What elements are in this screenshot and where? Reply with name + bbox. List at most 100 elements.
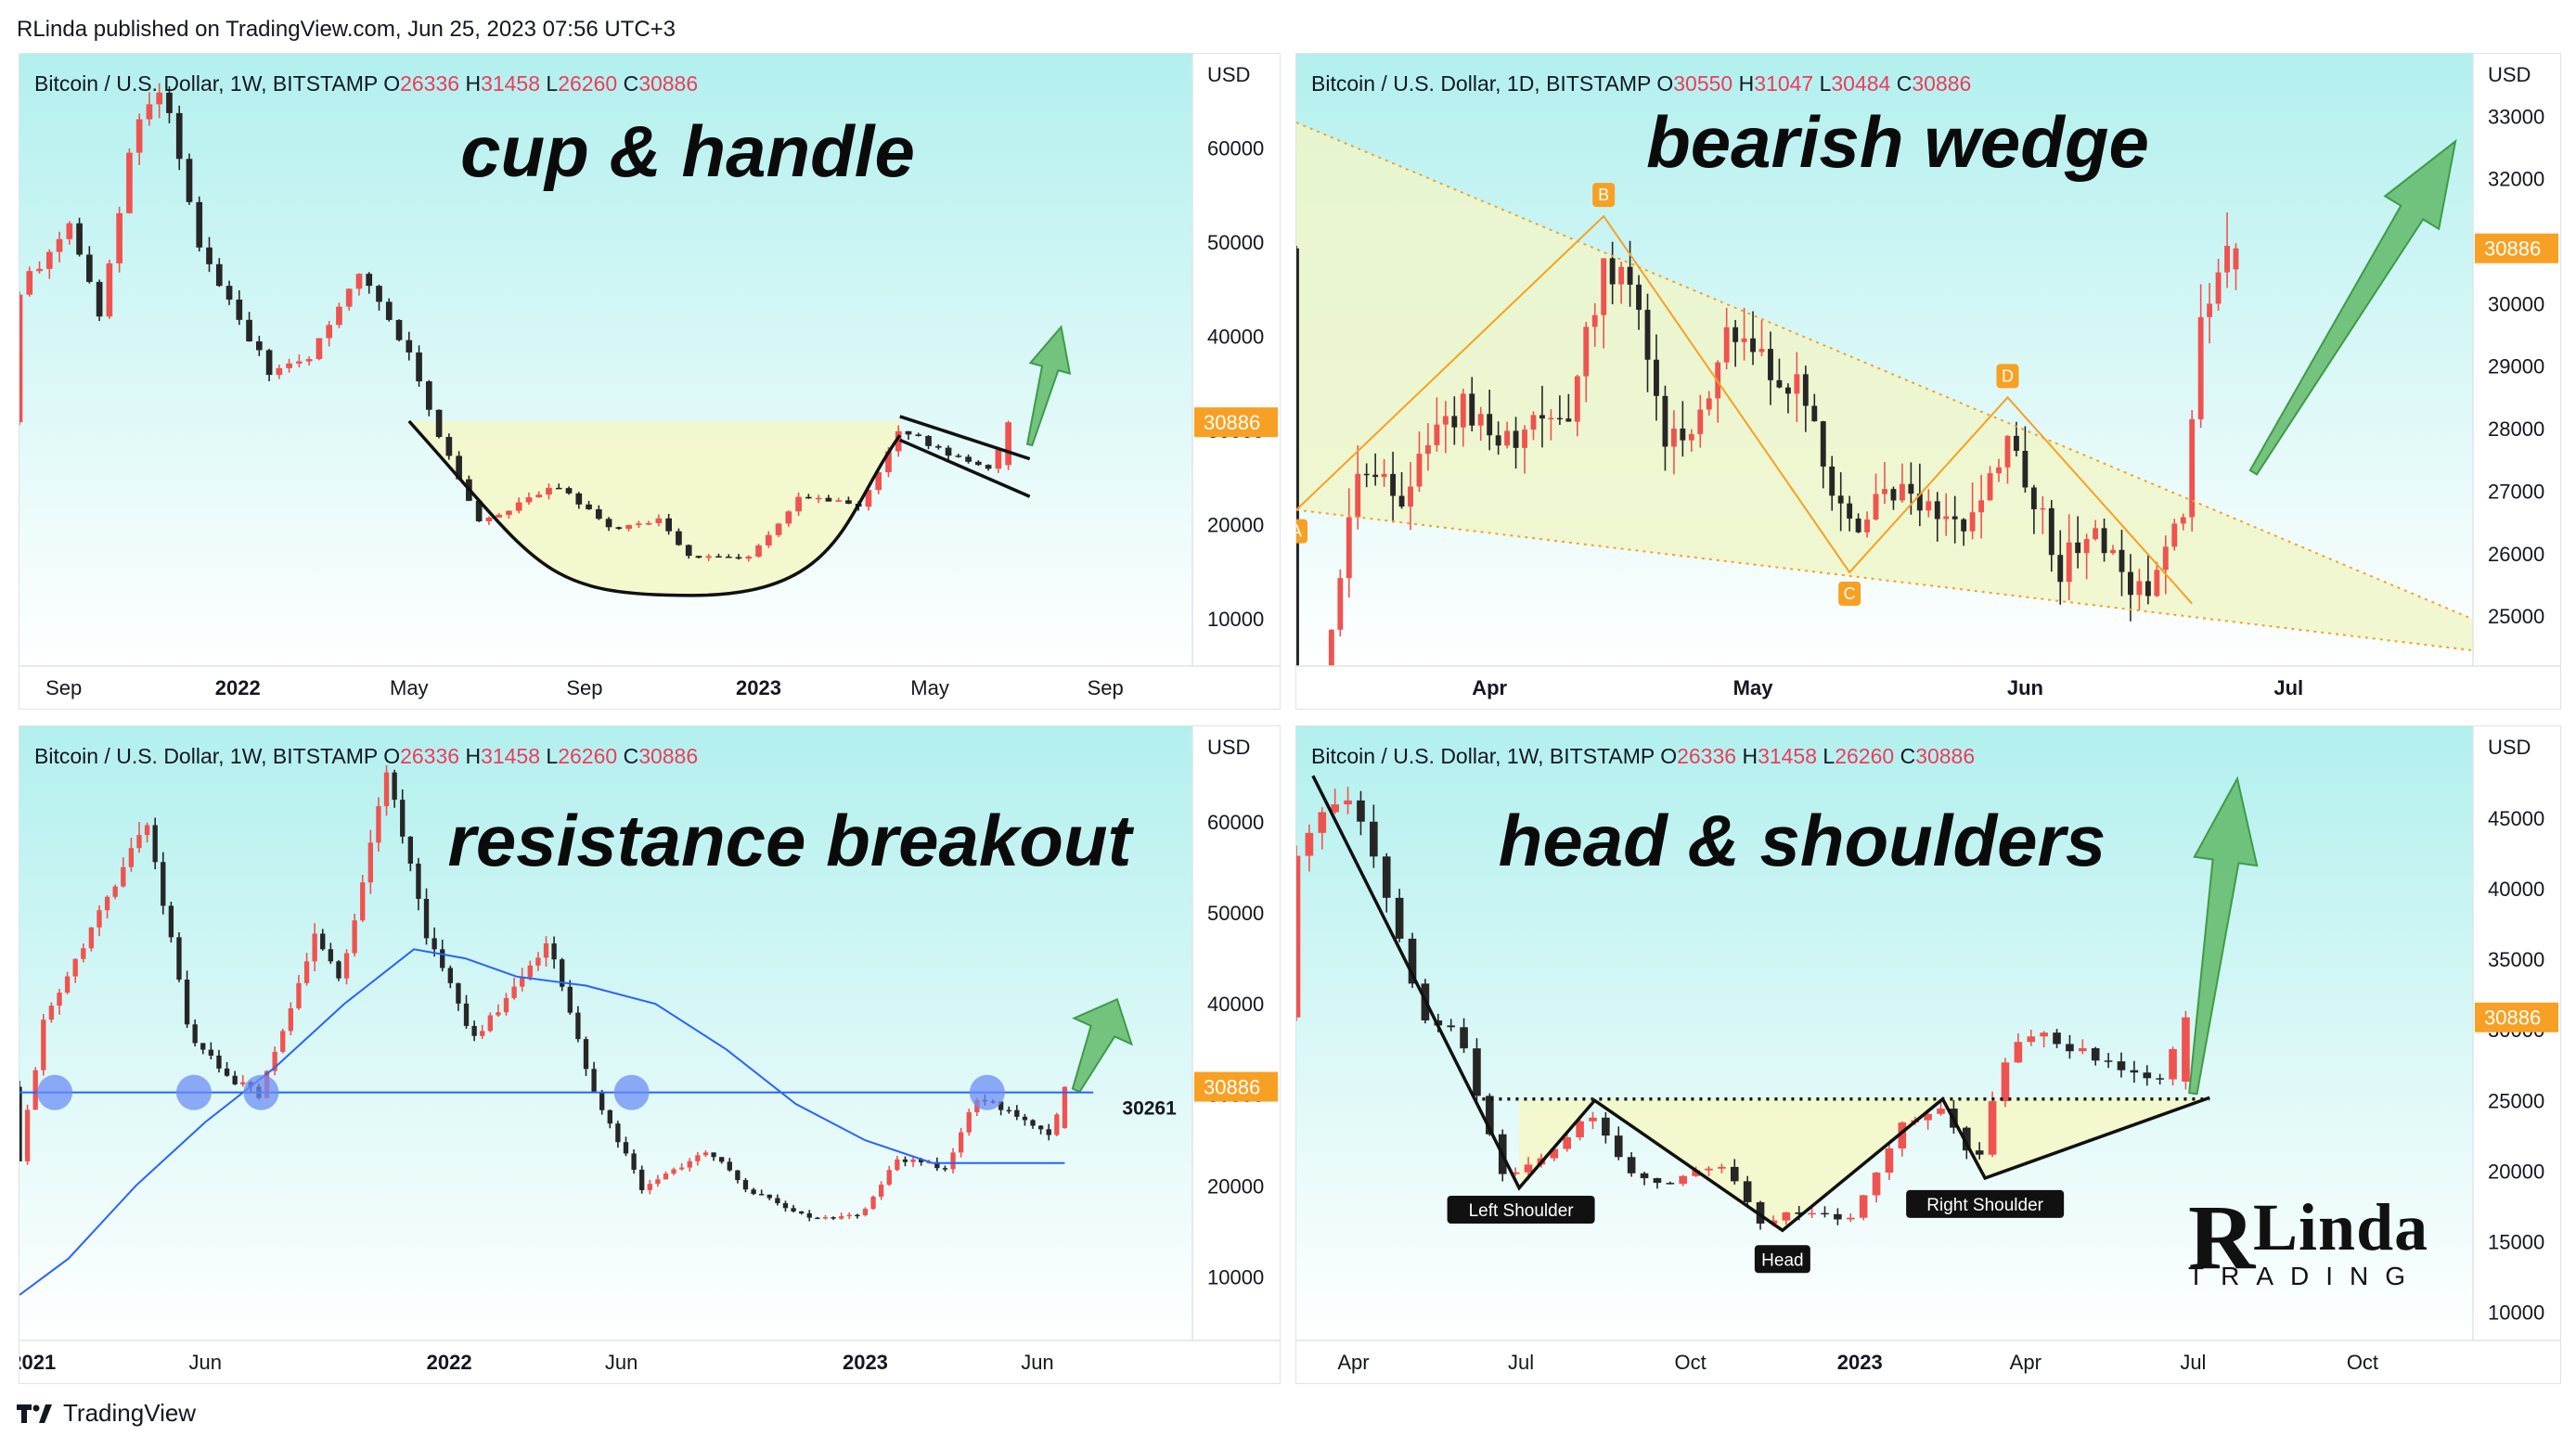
candle-body bbox=[395, 319, 403, 340]
candle-body bbox=[755, 545, 762, 557]
rlinda-watermark: R Linda TRADING bbox=[2188, 1186, 2429, 1291]
chart-svg-cup-handle: USD10000200003000040000500006000030886Se… bbox=[19, 54, 1280, 709]
y-tick-label: 60000 bbox=[1207, 137, 1264, 160]
candle-body bbox=[676, 531, 682, 545]
candle-body bbox=[1037, 1125, 1044, 1130]
candle-body bbox=[934, 1161, 940, 1169]
currency-label: USD bbox=[1207, 63, 1250, 86]
candle-body bbox=[815, 497, 822, 500]
candle-body bbox=[1670, 429, 1677, 447]
chart-panel-cup-handle[interactable]: USD10000200003000040000500006000030886Se… bbox=[19, 53, 1281, 710]
pattern-label-bg bbox=[1906, 1189, 2065, 1218]
legend-part: H bbox=[459, 71, 481, 96]
candle-body bbox=[795, 496, 802, 512]
candle-body bbox=[1305, 832, 1314, 856]
y-tick-label: 29000 bbox=[2488, 355, 2544, 378]
candle-body bbox=[895, 430, 902, 452]
candle-body bbox=[316, 338, 323, 360]
symbol-legend: Bitcoin / U.S. Dollar, 1W, BITSTAMP O263… bbox=[34, 744, 698, 768]
candle-body bbox=[725, 557, 732, 558]
bullish-arrow bbox=[2248, 138, 2457, 476]
candle-body bbox=[2066, 1044, 2074, 1052]
candle-body bbox=[206, 247, 213, 264]
candle-body bbox=[106, 263, 113, 317]
chart-panel-bearish-wedge[interactable]: A B C D USD 25000 26000 27000 28000 29000 30000 310… bbox=[1295, 53, 2561, 710]
candle-body bbox=[2057, 555, 2064, 583]
candle-body bbox=[463, 1003, 470, 1026]
candle-body bbox=[975, 461, 982, 466]
candle-body bbox=[2162, 546, 2169, 571]
legend-part: 30886 bbox=[1912, 71, 1971, 96]
candle-body bbox=[1951, 516, 1958, 519]
candle-body bbox=[822, 1217, 829, 1219]
candle-body bbox=[715, 556, 722, 558]
candle-body bbox=[1372, 474, 1379, 478]
candle-body bbox=[525, 497, 533, 503]
candle-body bbox=[1591, 314, 1598, 327]
pattern-label-bg bbox=[1754, 1245, 1810, 1274]
y-tick-label: 15000 bbox=[2488, 1230, 2544, 1253]
candle-body bbox=[272, 1051, 277, 1071]
candle-body bbox=[2110, 549, 2116, 554]
candle-body bbox=[1934, 501, 1940, 519]
candle-body bbox=[136, 835, 142, 849]
candle-body bbox=[671, 1169, 676, 1174]
y-tick-label: 10000 bbox=[1207, 608, 1264, 631]
candle-body bbox=[2093, 528, 2099, 540]
candle-body bbox=[1666, 1183, 1675, 1185]
candle-body bbox=[1062, 1086, 1068, 1129]
candle-body bbox=[445, 437, 453, 456]
pattern-label: Right Shoulder bbox=[1926, 1196, 2043, 1215]
candle-body bbox=[1563, 1136, 1572, 1149]
candle-body bbox=[2136, 581, 2143, 596]
watermark-r: R bbox=[2188, 1186, 2256, 1289]
candle-body bbox=[782, 1203, 789, 1209]
candle-body bbox=[815, 1217, 820, 1220]
candle-body bbox=[2001, 1062, 2010, 1102]
candle-body bbox=[805, 496, 812, 499]
legend-part: 31047 bbox=[1754, 71, 1813, 96]
candle-body bbox=[2182, 1017, 2190, 1082]
candle-body bbox=[2027, 1036, 2036, 1043]
x-tick-label: Sep bbox=[1088, 676, 1124, 699]
candle-body bbox=[1022, 1116, 1028, 1121]
point-label: A bbox=[1296, 522, 1302, 541]
candle-body bbox=[144, 825, 150, 836]
candle-body bbox=[555, 487, 562, 490]
candle-body bbox=[695, 1155, 701, 1161]
candle-body bbox=[280, 1031, 286, 1052]
candle-body bbox=[1705, 1168, 1713, 1171]
chart-panel-resistance-breakout[interactable]: 30261USD10000200003000040000500006000030… bbox=[19, 725, 1281, 1384]
candle-body bbox=[838, 1216, 844, 1219]
candle-body bbox=[605, 519, 612, 528]
candle-body bbox=[695, 556, 702, 558]
y-tick-label: 60000 bbox=[1207, 811, 1264, 834]
legend-part: H bbox=[459, 744, 481, 768]
candle-body bbox=[2180, 517, 2186, 524]
candle-body bbox=[915, 434, 922, 437]
candle-body bbox=[1808, 1212, 1816, 1215]
legend-part: 26260 bbox=[1835, 744, 1894, 768]
currency-label: USD bbox=[2488, 63, 2531, 86]
candle-body bbox=[1821, 1212, 1829, 1215]
chart-svg-resistance-breakout: 30261USD10000200003000040000500006000030… bbox=[19, 726, 1280, 1383]
last-price-label: 30886 bbox=[1204, 1076, 1260, 1099]
candle-body bbox=[1627, 266, 1633, 285]
candle-body bbox=[1054, 1114, 1060, 1135]
candle-body bbox=[1346, 517, 1352, 579]
candle-body bbox=[586, 504, 592, 509]
candle-body bbox=[1750, 338, 1756, 353]
candle-body bbox=[1460, 393, 1466, 428]
last-price-label: 30886 bbox=[2484, 1007, 2541, 1030]
chart-panel-head-shoulders[interactable]: Left Shoulder Head Right Shoulder USD 10000 1… bbox=[1295, 725, 2561, 1384]
candle-body bbox=[24, 1109, 31, 1161]
candle-body bbox=[1723, 327, 1730, 363]
time-axis-bg bbox=[1296, 666, 2560, 709]
candle-body bbox=[1961, 519, 1967, 532]
candle-body bbox=[1486, 1096, 1494, 1135]
candle-body bbox=[41, 1019, 46, 1071]
candle-body bbox=[456, 455, 462, 480]
hs-fill bbox=[1519, 1097, 2210, 1231]
chart-svg-bearish-wedge: A B C D USD 25000 26000 27000 28000 29000 30000 310… bbox=[1296, 54, 2560, 709]
x-tick-label: 2021 bbox=[19, 1351, 56, 1374]
